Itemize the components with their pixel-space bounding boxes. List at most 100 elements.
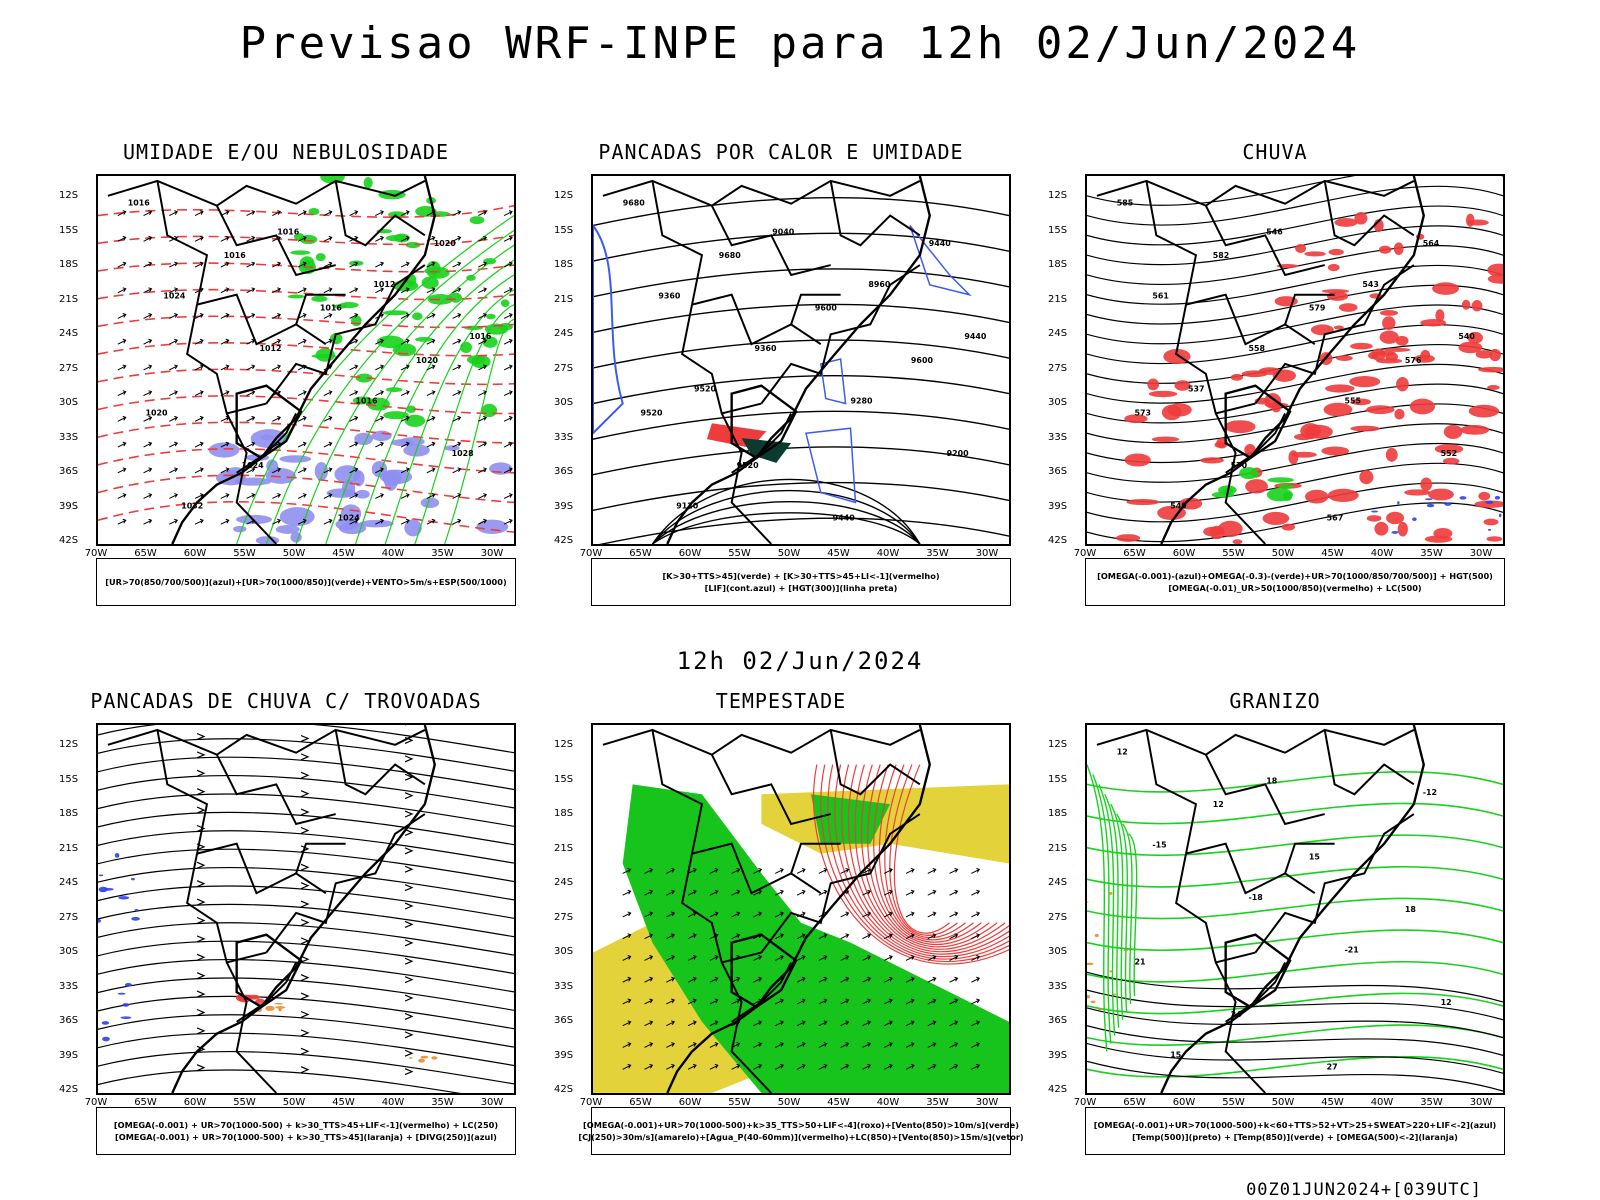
shaded-area [130, 877, 135, 881]
temp500-contour [1087, 1025, 1503, 1056]
wind-vector [971, 933, 981, 940]
shaded-area [290, 250, 311, 255]
wind-vector [272, 518, 282, 525]
flow-arrow [404, 920, 414, 928]
country-border [107, 179, 426, 207]
legend-box: [UR>70(850/700/500)](azul)+[UR>70(1000/8… [96, 558, 516, 606]
contour-label: 9600 [911, 356, 934, 365]
wind-area [622, 784, 1009, 1093]
height-contour [1087, 304, 1503, 345]
streamline [98, 774, 514, 809]
country-border [156, 729, 327, 895]
wind-vector [862, 933, 872, 940]
coastline [171, 725, 436, 1093]
wind-vector [323, 415, 333, 422]
contour-label: -12 [1423, 788, 1437, 797]
wind-vector [796, 1063, 806, 1070]
shaded-area [431, 1056, 438, 1060]
wind-vector [622, 1020, 632, 1027]
lon-tick-label: 40W [876, 548, 900, 559]
shaded-area [1115, 534, 1141, 542]
wind-vector [323, 467, 333, 474]
shaded-area [1434, 444, 1464, 454]
lif-contour [805, 427, 857, 504]
lat-tick-label: 42S [1048, 535, 1068, 546]
wind-vector [644, 911, 654, 918]
wind-vector [375, 390, 385, 397]
wind-vector [349, 287, 359, 294]
shaded-area [1420, 349, 1431, 361]
shaded-area [1366, 405, 1395, 415]
thickness-contour [98, 474, 514, 504]
wind-vector [775, 911, 784, 918]
shaded-area [1199, 457, 1224, 464]
lon-tick-label: 70W [1073, 1097, 1097, 1108]
wind-vector [323, 210, 333, 217]
wind-vector [169, 364, 179, 371]
wind-vector [503, 467, 513, 474]
shaded-area [1478, 491, 1491, 501]
wind-vector [775, 955, 784, 961]
shaded-area [1349, 376, 1381, 388]
wind-vector [220, 261, 230, 268]
lat-tick-label: 15S [59, 224, 79, 236]
wind-vector [169, 338, 179, 345]
wind-vector [117, 441, 127, 448]
height-contour [1087, 482, 1503, 523]
height-contour [651, 501, 921, 544]
temp500-contour [1087, 1042, 1503, 1074]
lat-tick-label: 24S [554, 328, 574, 339]
shaded-area [134, 908, 139, 912]
lat-tick-label: 24S [59, 877, 79, 888]
wind-vector [349, 518, 359, 525]
contour-label: 18 [1266, 776, 1278, 785]
country-border [602, 179, 921, 207]
height-contour [593, 375, 1009, 405]
wind-vector [862, 1042, 872, 1048]
wind-vector [883, 933, 893, 940]
wind-vector [143, 261, 153, 268]
lat-tick-label: 15S [1048, 773, 1068, 785]
streamline [98, 885, 514, 919]
shaded-area [1444, 502, 1452, 506]
wind-vector [666, 933, 675, 940]
wind-vector [731, 1063, 741, 1070]
wind-vector [862, 955, 872, 961]
country-border [1204, 205, 1325, 277]
contour-label: 9040 [772, 227, 795, 236]
panel-title: UMIDADE E/OU NEBULOSIDADE [122, 140, 450, 164]
country-border [186, 853, 267, 964]
height-contour [1087, 324, 1503, 365]
contour-label: 24 [1231, 1010, 1243, 1019]
state-border [1224, 933, 1292, 1009]
shaded-area [1090, 1000, 1096, 1003]
wind-vector [840, 1063, 850, 1070]
wind-vector [622, 976, 632, 983]
wind-vector [927, 911, 937, 918]
map-granizo: 12 12 15 18 21 24 27 -12 -15 -18 -21 12 15 18 [1085, 723, 1505, 1095]
wind-vector [194, 415, 204, 422]
legend-box: [OMEGA(-0.001)+UR>70(1000-500)+k<60+TTS>… [1085, 1107, 1505, 1155]
country-border [1254, 264, 1415, 405]
wind-vector [169, 287, 179, 294]
contour-label: 9360 [754, 344, 777, 353]
contour-label: 9520 [737, 461, 760, 470]
flow-arrow [300, 1066, 310, 1074]
flow-arrow [196, 1027, 206, 1035]
contour-label: -15 [1152, 841, 1166, 850]
wind-vector [687, 976, 697, 983]
streamline [265, 229, 514, 544]
subtitle: 12h 02/Jun/2024 [676, 647, 924, 675]
lon-tick-label: 55W [233, 548, 256, 559]
flow-arrow [404, 1068, 414, 1076]
wind-vector [452, 287, 462, 294]
wind-vector [375, 493, 385, 499]
wind-vector [883, 998, 893, 1005]
shaded-area [1300, 423, 1321, 440]
wind-vector [478, 210, 488, 217]
shaded-area [1374, 521, 1389, 536]
lat-tick-label: 30S [1048, 397, 1068, 408]
wind-vector [426, 364, 436, 371]
wind-vector [927, 1020, 937, 1027]
wind-vector [731, 933, 741, 940]
